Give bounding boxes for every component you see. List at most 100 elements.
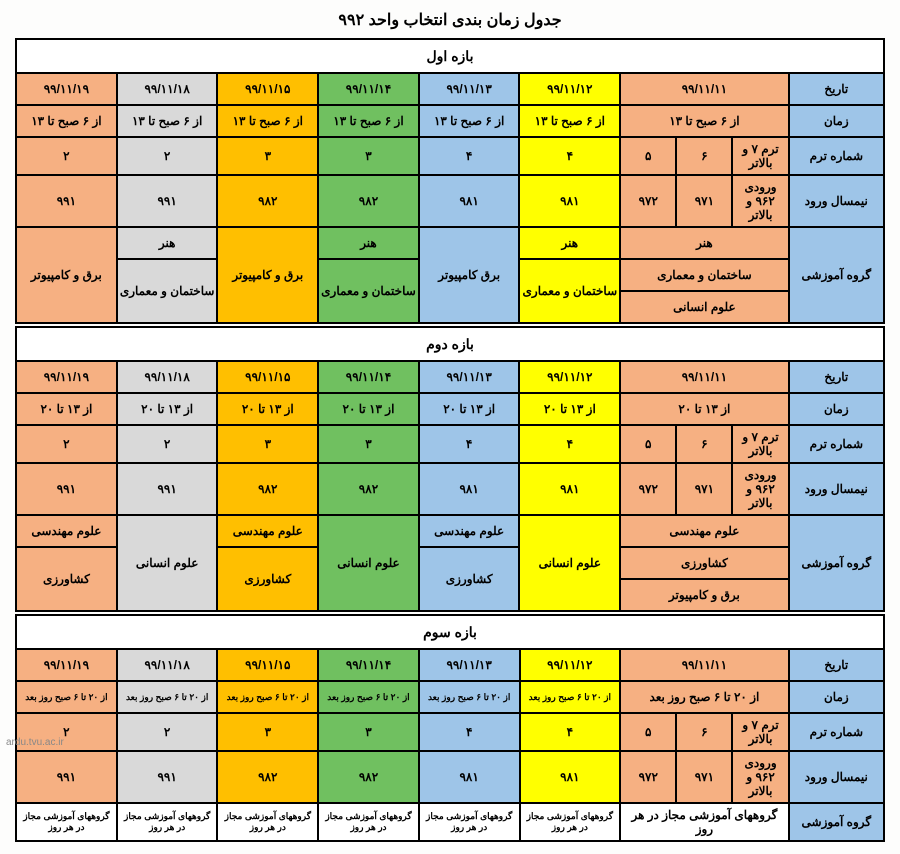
cell: ۹۹/۱۱/۱۹ (16, 649, 117, 681)
cell: ۹۸۲ (217, 751, 318, 803)
cell: ۹۹/۱۱/۱۲ (519, 73, 620, 105)
cell: علوم مهندسی (16, 515, 117, 547)
row-date: تاریخ ۹۹/۱۱/۱۱ ۹۹/۱۱/۱۲ ۹۹/۱۱/۱۳ ۹۹/۱۱/۱… (16, 361, 884, 393)
cell: ۹۹/۱۱/۱۱ (620, 73, 788, 105)
cell: ۹۹/۱۱/۱۸ (117, 649, 218, 681)
cell: از ۱۳ تا ۲۰ (519, 393, 620, 425)
lbl-entry: نیمسال ورود (789, 463, 884, 515)
cell: علوم انسانی (318, 515, 419, 611)
cell: ۹۹/۱۱/۱۳ (419, 73, 520, 105)
cell: گروههای آموزشی مجاز در هر روز (318, 803, 419, 841)
cell: ۴ (419, 713, 520, 751)
lbl-date: تاریخ (789, 73, 884, 105)
cell: علوم انسانی (117, 515, 218, 611)
cell: گروههای آموزشی مجاز در هر روز (117, 803, 218, 841)
cell: کشاورزی (16, 547, 117, 611)
lbl-time: زمان (789, 681, 884, 713)
cell: ۴ (519, 137, 620, 175)
lbl-entry: نیمسال ورود (789, 751, 884, 803)
lbl-term: شماره ترم (789, 713, 884, 751)
row-entry: نیمسال ورود ورودی ۹۶۲ و بالاتر ۹۷۱ ۹۷۲ ۹… (16, 175, 884, 227)
row-group-a: گروه آموزشی هنر هنر برق کامپیوتر هنر برق… (16, 227, 884, 259)
cell: ترم ۷ و بالاتر (732, 713, 788, 751)
cell: ساختمان و معماری (318, 259, 419, 323)
row-time: زمان از ۶ صبح تا ۱۳ از ۶ صبح تا ۱۳ از ۶ … (16, 105, 884, 137)
cell: هنر (318, 227, 419, 259)
cell: ۹۹/۱۱/۱۹ (16, 361, 117, 393)
cell: ۴ (520, 713, 621, 751)
table-section-1: بازه اول تاریخ ۹۹/۱۱/۱۱ ۹۹/۱۱/۱۲ ۹۹/۱۱/۱… (15, 38, 885, 324)
cell: ۹۸۱ (419, 751, 520, 803)
cell: ۹۹/۱۱/۱۱ (620, 649, 788, 681)
lbl-time: زمان (789, 393, 884, 425)
lbl-group: گروه آموزشی (789, 515, 884, 611)
cell: ۹۹۱ (16, 463, 117, 515)
cell: هنر (519, 227, 620, 259)
cell: هنر (117, 227, 218, 259)
cell: ۹۸۲ (217, 175, 318, 227)
cell: از ۲۰ تا ۶ صبح روز بعد (520, 681, 621, 713)
cell: از ۲۰ تا ۶ صبح روز بعد (117, 681, 218, 713)
cell: ورودی ۹۶۲ و بالاتر (732, 463, 788, 515)
cell: گروههای آموزشی مجاز در هر روز (620, 803, 788, 841)
cell: ۳ (318, 425, 419, 463)
cell: ۹۹/۱۱/۱۴ (318, 361, 419, 393)
cell: ۹۹/۱۱/۱۸ (117, 361, 218, 393)
cell: از ۲۰ تا ۶ صبح روز بعد (217, 681, 318, 713)
lbl-term: شماره ترم (789, 425, 884, 463)
cell: از ۶ صبح تا ۱۳ (419, 105, 520, 137)
cell: ۳ (217, 137, 318, 175)
cell: از ۶ صبح تا ۱۳ (16, 105, 117, 137)
cell: ۹۸۲ (318, 463, 419, 515)
cell: از ۶ صبح تا ۱۳ (620, 105, 788, 137)
cell: ۵ (620, 137, 676, 175)
lbl-group: گروه آموزشی (789, 803, 884, 841)
cell: ۲ (16, 425, 117, 463)
cell: ۹۹/۱۱/۱۴ (318, 649, 419, 681)
cell: ۹۷۱ (676, 751, 732, 803)
section-header: بازه اول (16, 39, 884, 73)
lbl-time: زمان (789, 105, 884, 137)
cell: ۴ (419, 137, 520, 175)
cell: ۳ (217, 425, 318, 463)
cell: از ۶ صبح تا ۱۳ (318, 105, 419, 137)
cell: ۹۹۱ (117, 751, 218, 803)
cell: برق کامپیوتر (419, 227, 520, 323)
cell: ۵ (620, 713, 676, 751)
cell: ۹۷۲ (620, 463, 676, 515)
cell: ۹۸۱ (519, 463, 620, 515)
row-term: شماره ترم ترم ۷ و بالاتر ۶ ۵ ۴ ۴ ۳ ۳ ۲ ۲ (16, 137, 884, 175)
cell: علوم انسانی (620, 291, 788, 323)
cell: گروههای آموزشی مجاز در هر روز (520, 803, 621, 841)
cell: گروههای آموزشی مجاز در هر روز (217, 803, 318, 841)
cell: ساختمان و معماری (620, 259, 788, 291)
lbl-term: شماره ترم (789, 137, 884, 175)
cell: ۹۸۱ (419, 463, 520, 515)
cell: ۹۸۲ (318, 751, 419, 803)
cell: علوم مهندسی (217, 515, 318, 547)
cell: برق و کامپیوتر (620, 579, 788, 611)
table-section-3: بازه سوم تاریخ ۹۹/۱۱/۱۱ ۹۹/۱۱/۱۲ ۹۹/۱۱/۱… (15, 614, 885, 842)
cell: گروههای آموزشی مجاز در هر روز (16, 803, 117, 841)
cell: ۹۹/۱۱/۱۲ (519, 361, 620, 393)
lbl-entry: نیمسال ورود (789, 175, 884, 227)
section-header: بازه دوم (16, 327, 884, 361)
cell: از ۲۰ تا ۶ صبح روز بعد (419, 681, 520, 713)
cell: ترم ۷ و بالاتر (732, 137, 788, 175)
cell: ۲ (117, 425, 218, 463)
lbl-date: تاریخ (789, 649, 884, 681)
cell: ۹۹/۱۱/۱۱ (620, 361, 788, 393)
cell: ۲ (117, 713, 218, 751)
row-time: زمان از ۱۳ تا ۲۰ از ۱۳ تا ۲۰ از ۱۳ تا ۲۰… (16, 393, 884, 425)
cell: ۹۸۱ (419, 175, 520, 227)
cell: از ۶ صبح تا ۱۳ (117, 105, 218, 137)
cell: برق و کامپیوتر (16, 227, 117, 323)
cell: ۹۷۱ (676, 463, 732, 515)
cell: ۹۸۲ (217, 463, 318, 515)
cell: از ۱۳ تا ۲۰ (419, 393, 520, 425)
lbl-date: تاریخ (789, 361, 884, 393)
cell: ۹۹۱ (16, 175, 117, 227)
cell: از ۱۳ تا ۲۰ (620, 393, 788, 425)
cell: ورودی ۹۶۲ و بالاتر (732, 175, 788, 227)
cell: گروههای آموزشی مجاز در هر روز (419, 803, 520, 841)
